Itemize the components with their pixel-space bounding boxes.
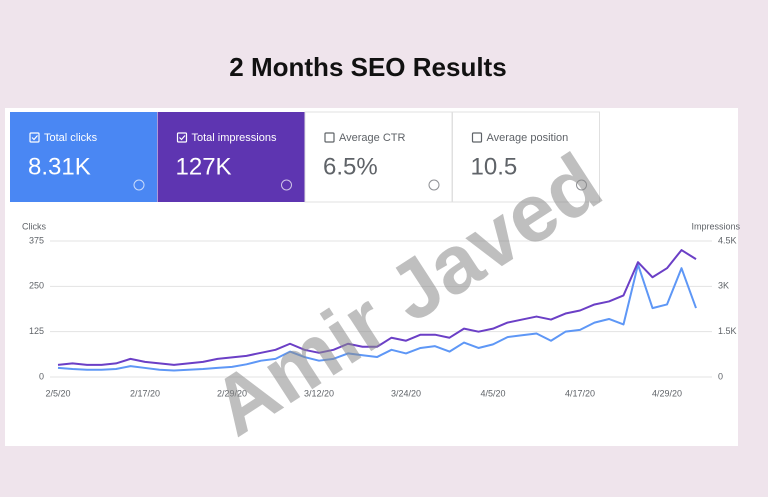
x-tick-label: 4/5/20 bbox=[480, 388, 505, 398]
x-tick-label: 3/12/20 bbox=[304, 388, 334, 398]
card-label: Total clicks bbox=[44, 132, 98, 144]
x-tick-label: 4/17/20 bbox=[565, 388, 595, 398]
card-label: Average CTR bbox=[339, 132, 405, 144]
x-tick-label: 4/29/20 bbox=[652, 388, 682, 398]
card-value: 8.31K bbox=[28, 153, 91, 180]
help-icon bbox=[576, 179, 587, 191]
y-tick-label: 125 bbox=[29, 326, 44, 336]
y-tick-label: 250 bbox=[29, 281, 44, 291]
y-axis-label: Clicks bbox=[22, 221, 46, 231]
card-value: 127K bbox=[176, 153, 232, 180]
card-value: 6.5% bbox=[323, 153, 378, 180]
card bbox=[10, 112, 157, 202]
x-tick-label: 2/29/20 bbox=[217, 388, 247, 398]
card bbox=[157, 112, 305, 202]
help-icon bbox=[281, 179, 292, 191]
x-tick-label: 3/24/20 bbox=[391, 388, 421, 398]
checkbox bbox=[29, 132, 40, 143]
y2-tick-label: 4.5K bbox=[718, 235, 737, 245]
series-line bbox=[57, 263, 697, 372]
help-icon bbox=[428, 179, 440, 191]
checkmark bbox=[31, 135, 38, 141]
card bbox=[452, 111, 600, 203]
cards: Total clicks 8.31K Total impressions 127K Av… bbox=[10, 111, 600, 203]
card bbox=[304, 111, 453, 203]
chart: Clicks Impressions 0 125 250 375 0 1.5K 3K 4.5K 2/… bbox=[22, 221, 741, 398]
card-label: Total impressions bbox=[192, 132, 277, 144]
y2-tick-label: 3K bbox=[718, 281, 729, 291]
x-tick-label: 2/17/20 bbox=[130, 388, 160, 398]
y-tick-label: 375 bbox=[29, 235, 44, 245]
checkmark bbox=[179, 135, 186, 141]
y2-tick-label: 1.5K bbox=[718, 326, 737, 336]
checkbox bbox=[471, 132, 483, 143]
y2-tick-label: 0 bbox=[718, 371, 723, 381]
help-icon bbox=[133, 179, 145, 191]
y-tick-label: 0 bbox=[39, 371, 44, 381]
checkbox bbox=[324, 132, 335, 143]
x-tick-label: 2/5/20 bbox=[45, 388, 70, 398]
series-line bbox=[57, 249, 697, 366]
card-value: 10.5 bbox=[471, 153, 518, 180]
card-label: Average position bbox=[487, 132, 569, 144]
y2-axis-label: Impressions bbox=[691, 221, 740, 231]
page-title: 2 Months SEO Results bbox=[229, 52, 506, 82]
checkbox bbox=[176, 132, 188, 143]
